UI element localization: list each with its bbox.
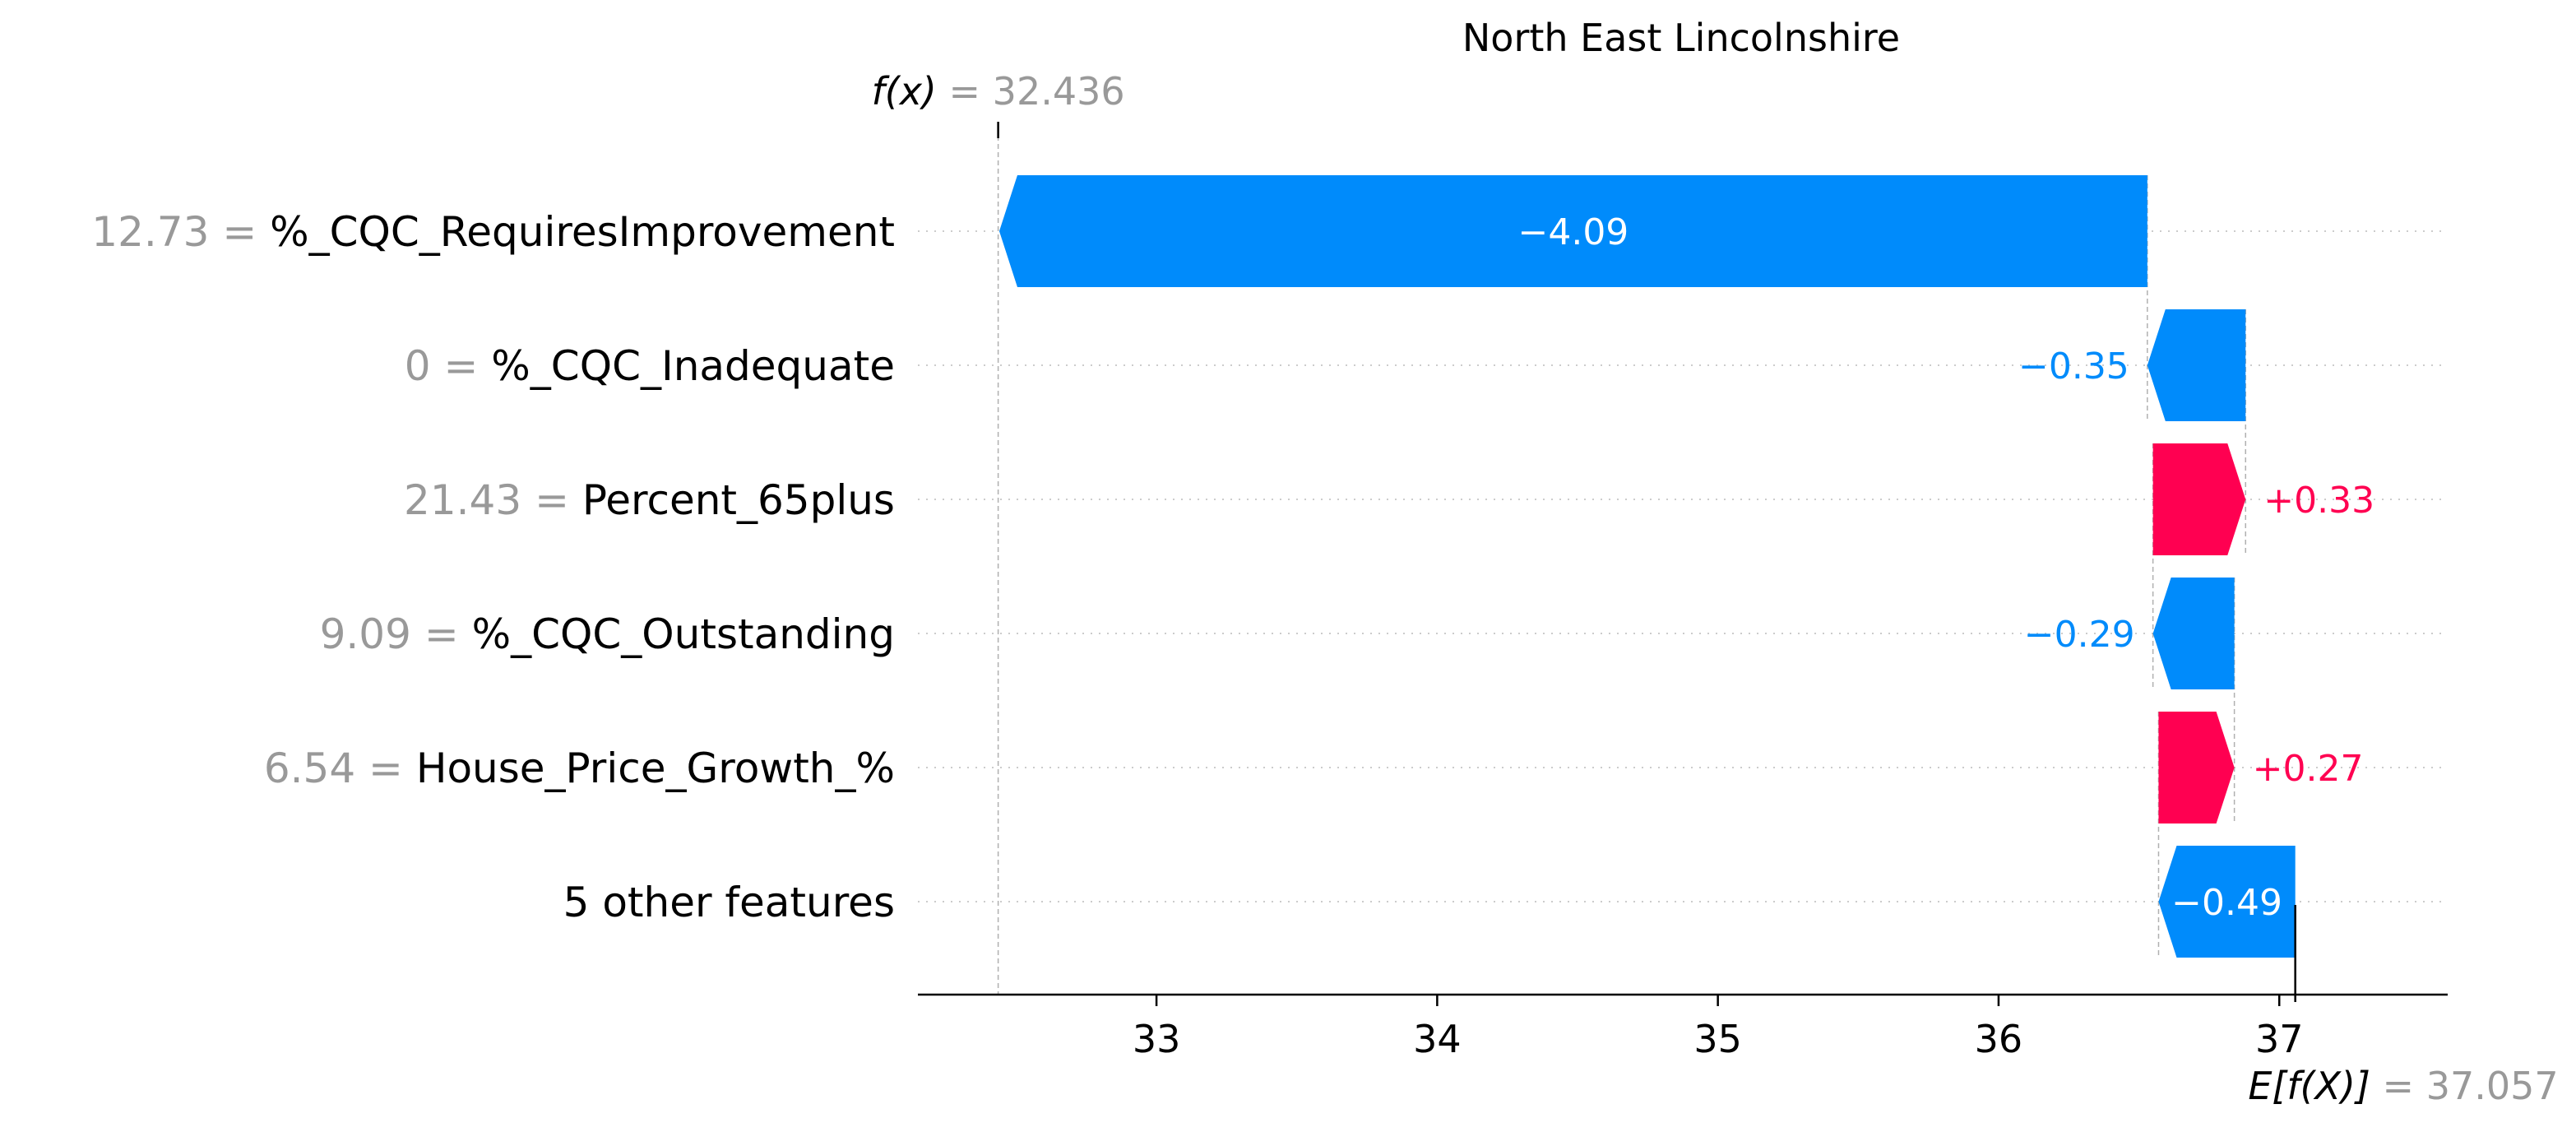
feature-value-3: 9.09 bbox=[320, 610, 411, 658]
feature-eq-2: = bbox=[521, 476, 582, 524]
feature-label-5: 5 other features bbox=[563, 879, 895, 926]
feature-name-2: Percent_65plus bbox=[582, 476, 895, 524]
x-tick-label-1: 34 bbox=[1413, 1017, 1462, 1061]
efx-label-eq: = bbox=[2370, 1064, 2426, 1108]
fx-label-eq: = bbox=[937, 69, 993, 114]
x-axis: 33 34 35 36 37 bbox=[918, 122, 2448, 1061]
row-gridlines bbox=[918, 230, 2448, 902]
bar-3 bbox=[2152, 578, 2235, 689]
feature-value-0: 12.73 bbox=[91, 208, 209, 256]
feature-value-1: 0 bbox=[405, 342, 431, 390]
bar-0 bbox=[998, 175, 2147, 287]
contribution-bars bbox=[998, 175, 2296, 958]
efx-value: 37.057 bbox=[2426, 1064, 2559, 1108]
feature-value-2: 21.43 bbox=[404, 476, 521, 524]
bar-value-label-4: +0.27 bbox=[2253, 748, 2364, 790]
bar-value-label-2: +0.33 bbox=[2263, 480, 2374, 522]
efx-label: E[f(X)] = 37.057 bbox=[2248, 1064, 2558, 1108]
feature-name-3: %_CQC_Outstanding bbox=[472, 610, 895, 658]
feature-name-0: %_CQC_RequiresImprovement bbox=[270, 208, 895, 256]
bar-4 bbox=[2158, 712, 2235, 823]
feature-name-4: House_Price_Growth_% bbox=[416, 745, 895, 792]
bar-2 bbox=[2152, 443, 2246, 555]
bar-connectors bbox=[997, 128, 2247, 995]
x-tick-label-4: 37 bbox=[2255, 1017, 2304, 1061]
fx-label: f(x) = 32.436 bbox=[872, 69, 1125, 114]
feature-eq-1: = bbox=[431, 342, 492, 390]
feature-eq-0: = bbox=[209, 208, 270, 256]
feature-label-2: 21.43 = Percent_65plus bbox=[404, 476, 895, 524]
x-tick-label-3: 36 bbox=[1975, 1017, 2023, 1061]
bar-value-label-5: −0.49 bbox=[2171, 882, 2282, 924]
bar-1 bbox=[2147, 309, 2246, 421]
feature-label-3: 9.09 = %_CQC_Outstanding bbox=[320, 610, 895, 658]
feature-label-0: 12.73 = %_CQC_RequiresImprovement bbox=[91, 208, 895, 256]
feature-label-1: 0 = %_CQC_Inadequate bbox=[405, 342, 895, 390]
feature-eq-3: = bbox=[411, 610, 472, 658]
fx-value: 32.436 bbox=[993, 69, 1125, 114]
feature-label-4: 6.54 = House_Price_Growth_% bbox=[264, 745, 895, 792]
x-tick-label-0: 33 bbox=[1133, 1017, 1181, 1061]
x-tick-label-2: 35 bbox=[1693, 1017, 1742, 1061]
efx-label-symbol: E[f(X)] bbox=[2248, 1064, 2370, 1108]
feature-labels: −4.09 −0.35 +0.33 −0.29 +0.27 −0.49 12.73 = %_… bbox=[91, 69, 2558, 1108]
fx-label-symbol: f(x) bbox=[872, 69, 937, 114]
bar-value-label-3: −0.29 bbox=[2024, 614, 2135, 656]
feature-eq-4: = bbox=[355, 745, 416, 792]
bar-5 bbox=[2158, 846, 2296, 958]
bar-value-label-1: −0.35 bbox=[2018, 346, 2129, 387]
bar-value-label-0: −4.09 bbox=[1517, 211, 1629, 253]
chart-title: North East Lincolnshire bbox=[1462, 16, 1900, 60]
feature-name-5: 5 other features bbox=[563, 879, 895, 926]
feature-name-1: %_CQC_Inadequate bbox=[491, 342, 895, 390]
feature-value-4: 6.54 bbox=[264, 745, 355, 792]
